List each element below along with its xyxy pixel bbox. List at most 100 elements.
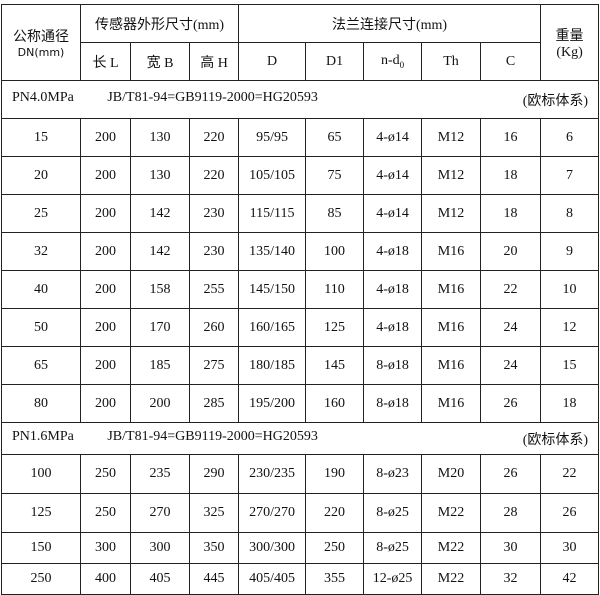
table-cell: 65 — [305, 118, 365, 157]
table-cell: 190 — [305, 454, 365, 494]
table-cell: 250 — [80, 454, 131, 494]
table-cell: 200 — [80, 156, 131, 195]
table-cell: 8-ø25 — [363, 493, 423, 533]
table-cell: 275 — [188, 346, 240, 385]
table-cell: 26 — [480, 384, 542, 423]
table-cell: 4-ø14 — [363, 118, 423, 157]
table-row: 15 200 130 220 95/95 65 4-ø14 M12 16 6 — [1, 118, 600, 157]
table-cell: M16 — [421, 308, 482, 347]
table-cell: 235 — [130, 454, 190, 494]
col-header-h: 高 H — [188, 42, 240, 81]
table-cell: 50 — [1, 308, 81, 347]
table-row: 100 250 235 290 230/235 190 8-ø23 M20 26 22 — [1, 454, 600, 494]
table-cell: 200 — [80, 194, 131, 233]
table-cell: 195/200 — [238, 384, 307, 423]
dn-header: 公称通径 DN(mm) — [1, 4, 81, 81]
table-cell: 160 — [305, 384, 365, 423]
col-header-c: C — [480, 42, 542, 81]
header-row-2: 长 L 宽 B 高 H D D1 n-d0 Th C — [2, 42, 599, 81]
table-cell: 22 — [540, 454, 600, 494]
table-cell: 220 — [188, 156, 240, 195]
weight-unit: (Kg) — [556, 44, 583, 60]
table-cell: M22 — [421, 532, 482, 564]
pressure-label: PN1.6MPa — [12, 428, 74, 444]
table-cell: 4-ø18 — [363, 270, 423, 309]
table-cell: 200 — [80, 270, 131, 309]
table-cell: 7 — [540, 156, 600, 195]
table-cell: 18 — [540, 384, 600, 423]
table-cell: 28 — [480, 493, 542, 533]
table-cell: M22 — [421, 493, 482, 533]
table-cell: 8-ø23 — [363, 454, 423, 494]
table-cell: 135/140 — [238, 232, 307, 271]
table-cell: 230/235 — [238, 454, 307, 494]
col-header-l: 长 L — [80, 42, 131, 81]
table-cell: 220 — [305, 493, 365, 533]
table-cell: 100 — [305, 232, 365, 271]
table-cell: 255 — [188, 270, 240, 309]
table-cell: 300 — [130, 532, 190, 564]
table-cell: 20 — [480, 232, 542, 271]
table-cell: 145/150 — [238, 270, 307, 309]
table-cell: 4-ø18 — [363, 308, 423, 347]
system-label: (欧标体系) — [522, 93, 589, 109]
table-cell: 145 — [305, 346, 365, 385]
standard-label: JB/T81-94=GB9119-2000=HG20593 — [107, 89, 318, 105]
table-cell: 22 — [480, 270, 542, 309]
table-cell: 185 — [130, 346, 190, 385]
table-cell: 150 — [1, 532, 81, 564]
table-cell: M12 — [421, 194, 482, 233]
col-header-d1: D1 — [305, 42, 365, 81]
section-header-row: PN4.0MPa JB/T81-94=GB9119-2000=HG20593 (… — [0, 80, 600, 119]
table-row: 80 200 200 285 195/200 160 8-ø18 M16 26 18 — [1, 384, 600, 423]
table-cell: 125 — [1, 493, 81, 533]
section-header: PN1.6MPa JB/T81-94=GB9119-2000=HG20593 (… — [0, 422, 600, 455]
table-cell: 15 — [1, 118, 81, 157]
col-header-d: D — [238, 42, 307, 81]
col-header-nd: n-d0 — [363, 42, 423, 81]
table-cell: 250 — [80, 493, 131, 533]
table-cell: 285 — [188, 384, 240, 423]
table-cell: 170 — [130, 308, 190, 347]
table-cell: 142 — [130, 232, 190, 271]
table-cell: 200 — [80, 118, 131, 157]
table-cell: 25 — [1, 194, 81, 233]
table-cell: 4-ø18 — [363, 232, 423, 271]
table-row: 40 200 158 255 145/150 110 4-ø18 M16 22 10 — [1, 270, 600, 309]
table-cell: 300 — [80, 532, 131, 564]
table-cell: 24 — [480, 308, 542, 347]
table-cell: 65 — [1, 346, 81, 385]
nd-subscript: 0 — [399, 59, 405, 70]
table-cell: 16 — [480, 118, 542, 157]
col-header-b: 宽 B — [130, 42, 190, 81]
table-cell: 8 — [540, 194, 600, 233]
system-label: (欧标体系) — [522, 432, 589, 448]
pressure-label: PN4.0MPa — [12, 89, 74, 105]
table-cell: 110 — [305, 270, 365, 309]
table-cell: M16 — [421, 232, 482, 271]
flange-group-header: 法兰连接尺寸(mm) — [238, 4, 542, 43]
table-cell: 200 — [80, 308, 131, 347]
table-cell: 200 — [130, 384, 190, 423]
standard-label: JB/T81-94=GB9119-2000=HG20593 — [107, 428, 318, 444]
header-row-1: 公称通径 DN(mm) 传感器外形尺寸(mm) 法兰连接尺寸(mm) 重量 (K… — [1, 4, 600, 81]
table-cell: 8-ø18 — [363, 384, 423, 423]
table-cell: 160/165 — [238, 308, 307, 347]
table-cell: 180/185 — [238, 346, 307, 385]
table-cell: 290 — [188, 454, 240, 494]
table-cell: 8-ø25 — [363, 532, 423, 564]
table-cell: 26 — [480, 454, 542, 494]
dn-unit: DN(mm) — [17, 46, 65, 59]
table-cell: 200 — [80, 384, 131, 423]
table-cell: M16 — [421, 384, 482, 423]
table-cell: 250 — [305, 532, 365, 564]
table-cell: 158 — [130, 270, 190, 309]
table-cell: 20 — [1, 156, 81, 195]
table-row: 65 200 185 275 180/185 145 8-ø18 M16 24 15 — [1, 346, 600, 385]
table-cell: 30 — [540, 532, 600, 564]
table-cell: 142 — [130, 194, 190, 233]
table-cell: 12 — [540, 308, 600, 347]
table-row: 32 200 142 230 135/140 100 4-ø18 M16 20 9 — [1, 232, 600, 271]
table-cell: 115/115 — [238, 194, 307, 233]
nd-label: n-d — [380, 53, 400, 69]
